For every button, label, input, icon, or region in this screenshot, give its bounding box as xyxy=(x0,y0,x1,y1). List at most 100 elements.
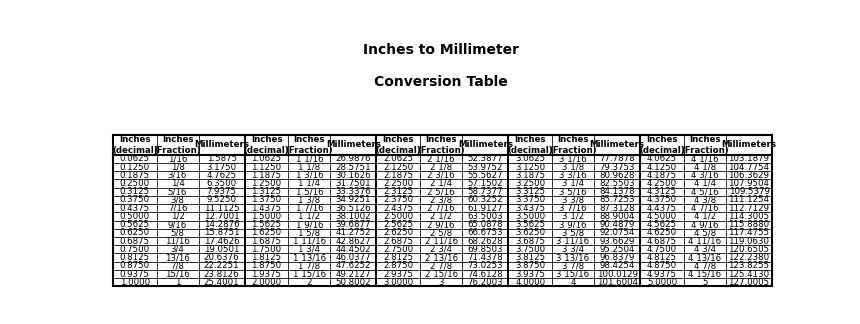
Bar xyxy=(726,196,772,204)
Text: 2 7/16: 2 7/16 xyxy=(427,204,455,213)
Bar xyxy=(113,270,157,278)
Text: 1 13/16: 1 13/16 xyxy=(292,253,326,262)
Text: 1.3125: 1.3125 xyxy=(251,187,281,196)
Text: 3.6875: 3.6875 xyxy=(515,237,545,246)
Text: 4.3750: 4.3750 xyxy=(647,195,677,204)
Bar xyxy=(113,237,157,245)
Text: 107.9504: 107.9504 xyxy=(728,179,770,188)
Text: 2.2500: 2.2500 xyxy=(384,179,414,188)
Bar xyxy=(244,171,288,179)
Text: 4 11/16: 4 11/16 xyxy=(688,237,722,246)
Text: 3 1/8: 3 1/8 xyxy=(562,163,584,171)
Text: 3 1/4: 3 1/4 xyxy=(562,179,584,188)
Text: 50.8002: 50.8002 xyxy=(335,278,372,287)
Text: 63.5003: 63.5003 xyxy=(468,212,503,221)
Text: 41.2752: 41.2752 xyxy=(335,228,372,237)
Text: Inches
(decimal): Inches (decimal) xyxy=(112,135,157,155)
Text: 1 5/8: 1 5/8 xyxy=(298,228,321,237)
Text: 15.8751: 15.8751 xyxy=(204,228,239,237)
Text: 2.0000: 2.0000 xyxy=(251,278,281,287)
Text: 1 3/8: 1 3/8 xyxy=(298,195,321,204)
Bar xyxy=(288,253,330,262)
Bar xyxy=(726,155,772,163)
Text: 4 5/16: 4 5/16 xyxy=(691,187,719,196)
Bar xyxy=(113,171,157,179)
Text: 0.3125: 0.3125 xyxy=(120,187,150,196)
Text: 28.5751: 28.5751 xyxy=(335,163,372,171)
Text: 31.7501: 31.7501 xyxy=(335,179,372,188)
Bar xyxy=(330,171,377,179)
Bar xyxy=(113,253,157,262)
Bar xyxy=(157,270,199,278)
Text: 5.0000: 5.0000 xyxy=(647,278,677,287)
Bar xyxy=(463,245,508,253)
Text: 82.5503: 82.5503 xyxy=(599,179,635,188)
Bar xyxy=(684,270,726,278)
Text: 2 1/8: 2 1/8 xyxy=(430,163,452,171)
Bar xyxy=(552,179,594,188)
Text: 115.8880: 115.8880 xyxy=(728,220,770,229)
Bar xyxy=(640,204,684,212)
Bar xyxy=(113,135,157,155)
Text: 4.8750: 4.8750 xyxy=(647,261,677,270)
Bar xyxy=(726,212,772,221)
Text: 3 3/16: 3 3/16 xyxy=(559,171,587,180)
Text: 23.8126: 23.8126 xyxy=(204,270,239,279)
Bar xyxy=(157,262,199,270)
Text: 1.9375: 1.9375 xyxy=(251,270,281,279)
Text: 4 13/16: 4 13/16 xyxy=(688,253,722,262)
Bar xyxy=(288,212,330,221)
Text: 1 5/16: 1 5/16 xyxy=(296,187,323,196)
Text: 4 1/2: 4 1/2 xyxy=(694,212,716,221)
Bar xyxy=(330,135,377,155)
Text: 22.2251: 22.2251 xyxy=(204,261,239,270)
Bar xyxy=(594,171,640,179)
Text: 4.1250: 4.1250 xyxy=(647,163,677,171)
Text: 1 7/8: 1 7/8 xyxy=(298,261,321,270)
Text: 96.8379: 96.8379 xyxy=(599,253,635,262)
Bar xyxy=(288,229,330,237)
Text: 103.1879: 103.1879 xyxy=(728,154,770,163)
Text: 0.4375: 0.4375 xyxy=(120,204,150,213)
Bar xyxy=(726,135,772,155)
Text: 4.2500: 4.2500 xyxy=(647,179,677,188)
Text: 4.6875: 4.6875 xyxy=(647,237,677,246)
Bar xyxy=(244,278,288,286)
Text: 0.7500: 0.7500 xyxy=(120,245,150,254)
Bar xyxy=(594,278,640,286)
Text: 3.3125: 3.3125 xyxy=(515,187,545,196)
Bar xyxy=(421,229,463,237)
Bar xyxy=(244,135,288,155)
Bar xyxy=(377,262,421,270)
Bar xyxy=(508,204,552,212)
Text: 0.6250: 0.6250 xyxy=(120,228,150,237)
Bar xyxy=(199,253,244,262)
Bar xyxy=(508,179,552,188)
Text: Millimeters: Millimeters xyxy=(458,140,513,149)
Text: 4 9/16: 4 9/16 xyxy=(691,220,719,229)
Bar xyxy=(199,188,244,196)
Text: 2.9375: 2.9375 xyxy=(384,270,414,279)
Bar xyxy=(199,155,244,163)
Bar xyxy=(288,163,330,171)
Text: 3 5/16: 3 5/16 xyxy=(559,187,587,196)
Text: 2 15/16: 2 15/16 xyxy=(425,270,458,279)
Bar xyxy=(726,270,772,278)
Text: 0.1875: 0.1875 xyxy=(120,171,150,180)
Bar xyxy=(113,262,157,270)
Text: 4.3125: 4.3125 xyxy=(647,187,677,196)
Text: Conversion Table: Conversion Table xyxy=(374,75,507,89)
Bar xyxy=(330,179,377,188)
Text: 1 3/16: 1 3/16 xyxy=(296,171,323,180)
Text: 7/16: 7/16 xyxy=(168,204,187,213)
Text: 4 3/4: 4 3/4 xyxy=(694,245,716,254)
Text: 2: 2 xyxy=(307,278,312,287)
Bar xyxy=(421,245,463,253)
Text: 3 3/4: 3 3/4 xyxy=(562,245,584,254)
Bar xyxy=(463,262,508,270)
Text: 13/16: 13/16 xyxy=(165,253,190,262)
Bar xyxy=(508,163,552,171)
Text: 1.3750: 1.3750 xyxy=(251,195,281,204)
Text: 38.1002: 38.1002 xyxy=(335,212,372,221)
Bar xyxy=(377,155,421,163)
